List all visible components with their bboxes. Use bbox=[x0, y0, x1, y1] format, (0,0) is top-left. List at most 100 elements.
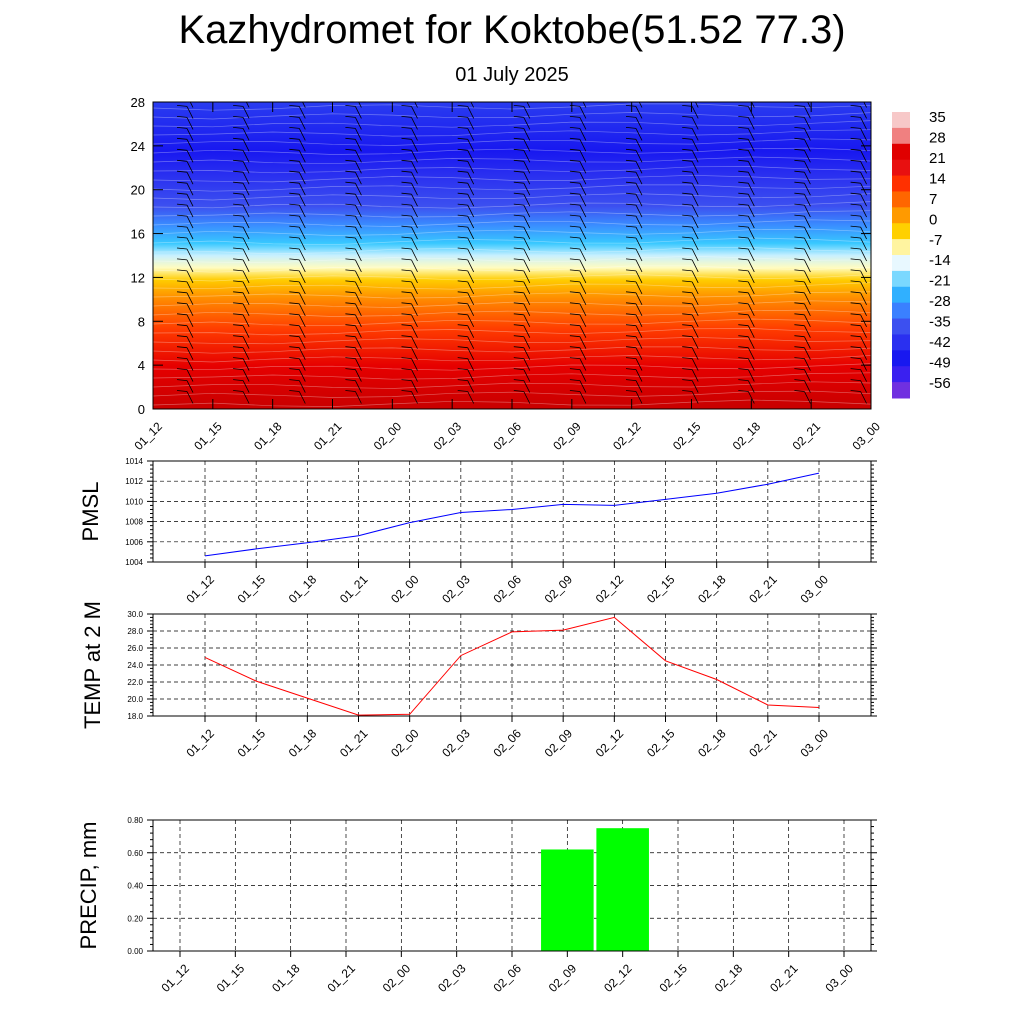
wind-barb bbox=[850, 335, 867, 349]
wind-barb bbox=[233, 357, 250, 371]
wind-barb bbox=[850, 357, 867, 371]
wind-barb bbox=[233, 368, 250, 382]
contour-line bbox=[153, 390, 871, 398]
wind-barb bbox=[457, 324, 475, 338]
y-tick-label: 0.40 bbox=[127, 882, 143, 891]
wind-barb bbox=[682, 258, 699, 273]
wind-barb bbox=[401, 346, 418, 360]
wind-barb bbox=[794, 203, 811, 218]
y-tick-label: 1004 bbox=[125, 558, 143, 567]
x-tick-label: 02_00 bbox=[388, 726, 422, 760]
wind-barb bbox=[513, 269, 531, 284]
wind-barb bbox=[569, 236, 587, 251]
wind-barb bbox=[569, 203, 587, 218]
wind-barb bbox=[738, 192, 755, 207]
wind-barb bbox=[794, 269, 811, 284]
wind-barb bbox=[625, 247, 643, 262]
y-tick-label: 28.0 bbox=[127, 627, 143, 636]
wind-barb bbox=[457, 148, 475, 163]
wind-barb bbox=[682, 181, 699, 196]
wind-barb bbox=[738, 357, 755, 371]
wind-barb bbox=[738, 159, 755, 174]
wind-barb bbox=[794, 148, 811, 163]
x-tick-label: 03_00 bbox=[849, 419, 883, 453]
wind-barb bbox=[625, 280, 643, 295]
wind-barb bbox=[414, 102, 418, 108]
colorbar-swatch bbox=[892, 239, 910, 256]
x-tick-label: 02_15 bbox=[656, 961, 690, 995]
wind-barb bbox=[289, 258, 306, 273]
wind-barb bbox=[176, 127, 194, 141]
wind-barb bbox=[513, 148, 531, 163]
wind-barb bbox=[457, 116, 475, 130]
wind-barb bbox=[794, 137, 811, 152]
wind-barb bbox=[176, 368, 194, 382]
wind-barb bbox=[850, 379, 867, 393]
colorbar-label: 35 bbox=[929, 109, 946, 126]
wind-barb bbox=[457, 390, 475, 404]
colorbar-label: 7 bbox=[929, 191, 937, 208]
wind-barb bbox=[625, 379, 643, 393]
wind-barb bbox=[457, 247, 475, 262]
wind-barb bbox=[625, 390, 643, 404]
colorbar-label: -28 bbox=[929, 293, 951, 310]
y-tick-label: 0.20 bbox=[127, 914, 143, 923]
wind-barb bbox=[850, 181, 867, 196]
wind-barb bbox=[794, 280, 811, 295]
wind-barb bbox=[401, 313, 418, 327]
x-tick-label: 01_18 bbox=[251, 419, 285, 453]
wind-barb bbox=[850, 148, 867, 163]
wind-barb bbox=[345, 258, 362, 273]
wind-barb bbox=[457, 346, 475, 360]
wind-barb bbox=[625, 291, 643, 305]
wind-barb bbox=[738, 269, 755, 284]
series-line bbox=[204, 616, 820, 716]
wind-barb bbox=[289, 181, 306, 196]
x-tick-label: 02_06 bbox=[490, 961, 524, 995]
wind-barb bbox=[850, 105, 867, 119]
wind-barb bbox=[345, 357, 362, 371]
x-tick-label: 01_18 bbox=[286, 726, 320, 760]
wind-barb bbox=[233, 127, 250, 141]
wind-barb bbox=[457, 203, 475, 218]
wind-barb bbox=[794, 170, 811, 185]
contour-line bbox=[153, 363, 871, 371]
wind-barb bbox=[289, 127, 306, 141]
wind-barb bbox=[176, 390, 194, 404]
wind-barb bbox=[233, 105, 250, 119]
wind-barb bbox=[794, 258, 811, 273]
wind-barb bbox=[738, 225, 755, 240]
wind-barb bbox=[289, 116, 306, 130]
x-tick-label: 01_18 bbox=[269, 961, 303, 995]
wind-barb bbox=[176, 302, 194, 316]
wind-barb bbox=[176, 247, 194, 262]
wind-barb bbox=[794, 127, 811, 141]
wind-barb bbox=[289, 368, 306, 382]
wind-barb bbox=[233, 346, 250, 360]
wind-barb bbox=[625, 159, 643, 174]
wind-barb bbox=[682, 148, 699, 163]
wind-barb bbox=[682, 247, 699, 262]
x-tick-label: 01_12 bbox=[158, 961, 192, 995]
wind-barb bbox=[625, 214, 643, 229]
wind-barb bbox=[850, 236, 867, 251]
wind-barb bbox=[457, 291, 475, 305]
wind-barb bbox=[625, 324, 643, 338]
contour-line bbox=[153, 255, 871, 264]
wind-barb bbox=[457, 192, 475, 207]
wind-barb bbox=[401, 368, 418, 382]
contour-line bbox=[153, 174, 871, 183]
wind-barb bbox=[345, 291, 362, 305]
colorbar-label: -21 bbox=[929, 273, 951, 290]
wind-barb bbox=[289, 236, 306, 251]
x-tick-label: 02_03 bbox=[439, 726, 473, 760]
colorbar-swatch bbox=[892, 255, 910, 272]
x-tick-label: 02_18 bbox=[695, 572, 729, 606]
wind-barb bbox=[738, 236, 755, 251]
wind-barb bbox=[176, 258, 194, 273]
wind-barb bbox=[513, 280, 531, 295]
wind-barb bbox=[189, 102, 194, 108]
wind-barb bbox=[850, 280, 867, 295]
wind-barb bbox=[233, 390, 250, 404]
x-tick-label: 02_09 bbox=[550, 419, 584, 453]
